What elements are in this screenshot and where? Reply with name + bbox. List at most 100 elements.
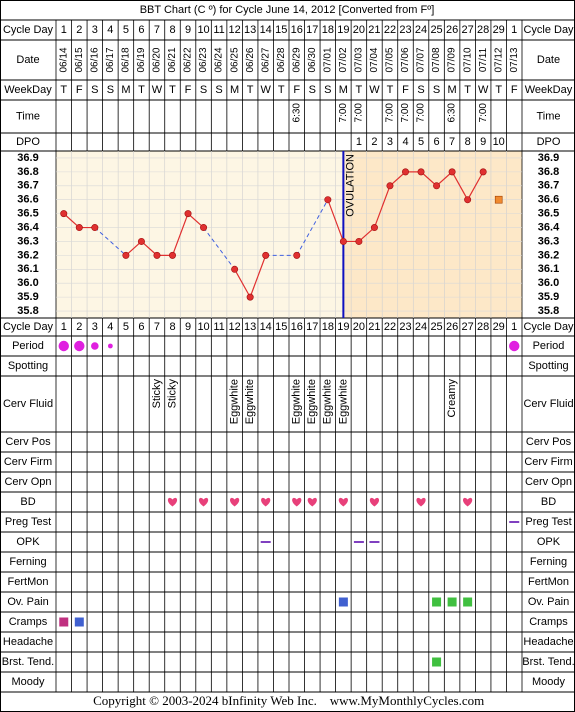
cycle_day-label: 11	[213, 24, 224, 36]
weekday-label: W	[152, 84, 163, 96]
y-tick-label: 35.8	[538, 305, 559, 317]
date-label: 07/13	[509, 47, 520, 72]
y-tick-label: 36.2	[17, 249, 38, 261]
row-label: Cerv Opn	[525, 476, 572, 488]
bd-heart	[167, 497, 178, 507]
y-tick-label: 35.9	[17, 291, 38, 303]
temp-point	[293, 251, 301, 259]
date-label: 06/26	[245, 47, 256, 72]
cycle_day-label: 7	[154, 24, 160, 36]
symptom-square	[432, 657, 442, 667]
bd-heart	[369, 497, 380, 507]
cycle_day-label: 12	[229, 321, 241, 333]
row-label: BD	[541, 496, 556, 508]
date-label: 07/07	[416, 47, 427, 72]
cycle_day-label: 15	[275, 24, 287, 36]
chart-title: BBT Chart (C º) for Cycle June 14, 2012 …	[140, 4, 435, 16]
weekday-label: F	[76, 84, 83, 96]
cycle_day-label: 23	[399, 24, 411, 36]
bd-heart	[338, 497, 348, 507]
date-label: 06/22	[183, 47, 194, 72]
cycle_day-label: 10	[197, 24, 209, 36]
row-label: OPK	[537, 536, 561, 548]
date-label: 06/30	[307, 47, 318, 72]
weekday-label: S	[200, 84, 207, 96]
cycle_day-label: 1	[511, 24, 517, 36]
row-label: Cerv Firm	[4, 456, 52, 468]
cerv-fluid-label: Eggwhite	[229, 379, 241, 424]
row-label: Cerv Pos	[526, 436, 572, 448]
date-label: 06/14	[58, 47, 69, 72]
date-label: 06/17	[105, 47, 116, 72]
date-label: 06/24	[214, 47, 225, 72]
weekday-label: T	[138, 84, 145, 96]
y-tick-label: 36.1	[538, 263, 559, 275]
date-label: 07/04	[369, 47, 380, 72]
cycle_day-label: 25	[430, 24, 442, 36]
cycle_day-label: 2	[76, 24, 82, 36]
cycle_day-label: 26	[446, 24, 458, 36]
cycle_day-label: 2	[76, 321, 82, 333]
row-label: Period	[12, 340, 44, 352]
temp-point	[246, 293, 254, 301]
weekday-label: F	[185, 84, 192, 96]
weekday-label: T	[356, 84, 363, 96]
temp-point	[401, 168, 409, 176]
row-label: Ov. Pain	[7, 596, 48, 608]
cycle_day-label: 15	[275, 321, 287, 333]
bd-heart	[230, 497, 240, 507]
cycle_day-label: 4	[107, 24, 113, 36]
cycle_day-label: 24	[415, 24, 427, 36]
date-label: 06/28	[276, 47, 287, 72]
temp-point	[370, 224, 378, 232]
row-label: Headache	[523, 636, 573, 648]
dpo-label: 4	[402, 136, 408, 148]
y-tick-label: 36.6	[17, 194, 38, 206]
row-label: Cerv Firm	[524, 456, 572, 468]
y-tick-label: 36.3	[17, 235, 38, 247]
y-tick-label: 35.8	[17, 305, 38, 317]
y-tick-label: 36.1	[17, 263, 38, 275]
y-tick-label: 36.5	[17, 208, 38, 220]
date-label: 06/15	[74, 47, 85, 72]
weekday-label: S	[433, 84, 440, 96]
temp-point	[386, 182, 394, 190]
row-label: Period	[533, 340, 565, 352]
date-label: 06/21	[167, 47, 178, 72]
pre-ovulation-bg	[56, 151, 344, 318]
temp-point	[448, 168, 456, 176]
y-tick-label: 36.2	[538, 249, 559, 261]
bd-heart	[307, 497, 317, 507]
cycle_day-label: 24	[415, 321, 427, 333]
row-label: DPO	[537, 136, 561, 148]
weekday-label: S	[309, 84, 316, 96]
date-label: 07/02	[338, 47, 349, 72]
row-label: BD	[20, 496, 35, 508]
y-tick-label: 36.0	[17, 277, 38, 289]
cerv-fluid-label: Creamy	[446, 379, 458, 418]
cycle_day-label: 21	[368, 321, 380, 333]
time-label: 7:00	[338, 103, 349, 123]
weekday-label: T	[495, 84, 502, 96]
cycle_day-label: 26	[446, 321, 458, 333]
row-label: Ferning	[530, 556, 567, 568]
date-label: 06/25	[229, 47, 240, 72]
cycle_day-label: 27	[462, 24, 474, 36]
date-label: 07/09	[447, 47, 458, 72]
time-label: 6:30	[291, 103, 302, 123]
period-dot	[509, 340, 520, 352]
row-label: Cramps	[9, 616, 48, 628]
row-label: Cycle Day	[523, 24, 574, 36]
date-label: 07/06	[400, 47, 411, 72]
time-label: 7:00	[385, 103, 396, 123]
cycle_day-label: 20	[353, 321, 365, 333]
row-label: Cerv Opn	[4, 476, 51, 488]
date-label: 06/29	[291, 47, 302, 72]
temp-point	[464, 196, 472, 204]
weekday-label: F	[402, 84, 409, 96]
cycle_day-label: 1	[61, 24, 67, 36]
row-label: Date	[16, 54, 39, 66]
y-tick-label: 35.9	[538, 291, 559, 303]
bd-heart	[198, 497, 209, 507]
y-tick-label: 36.9	[538, 152, 559, 164]
